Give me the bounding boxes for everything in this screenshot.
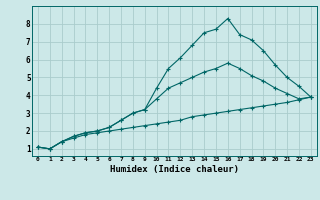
X-axis label: Humidex (Indice chaleur): Humidex (Indice chaleur) (110, 165, 239, 174)
